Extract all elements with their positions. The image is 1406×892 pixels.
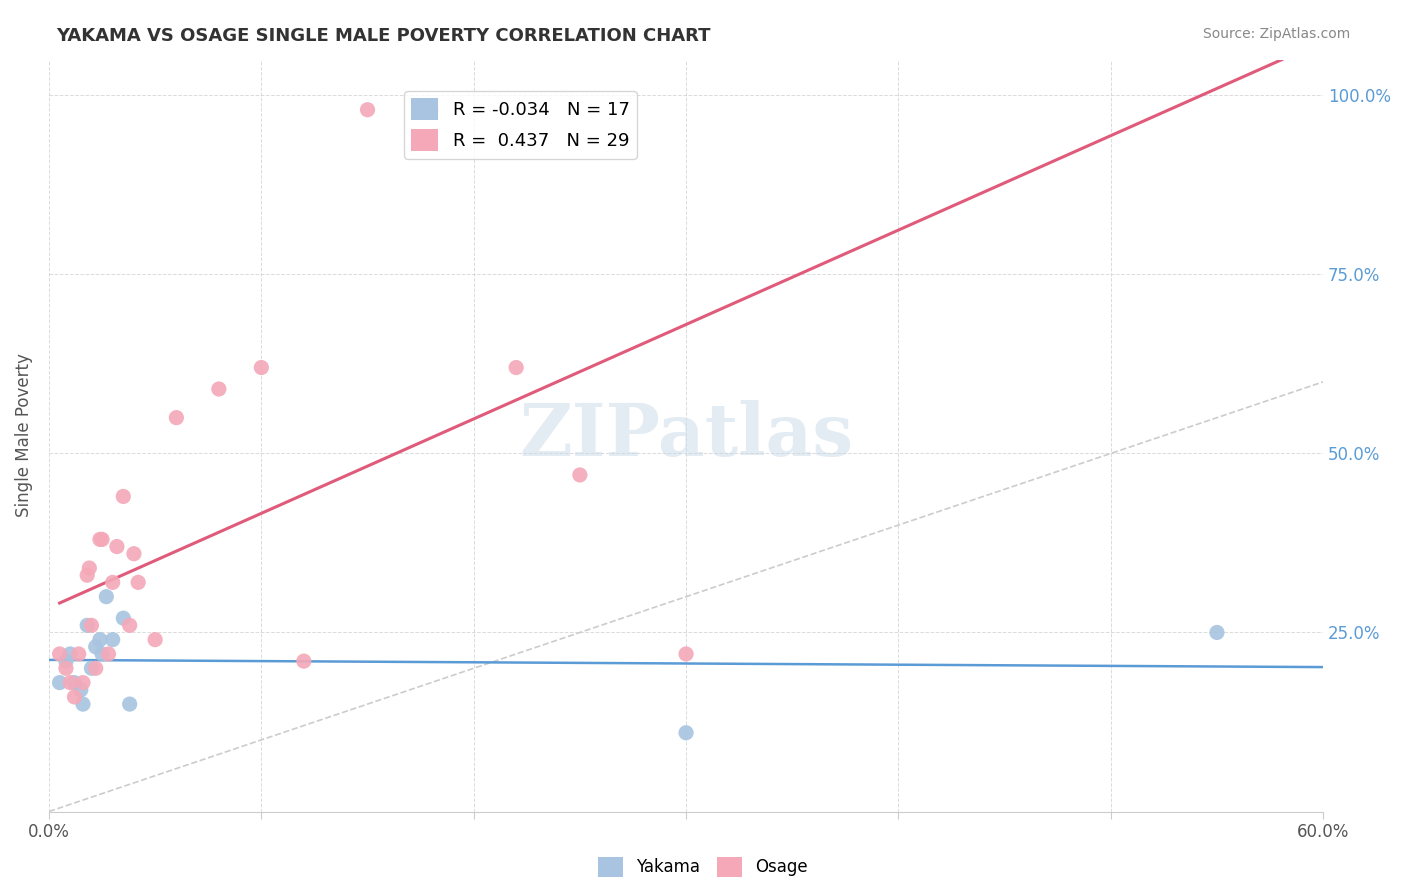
Point [59, 675, 82, 690]
Point [91, 647, 114, 661]
Point [72, 697, 94, 711]
Point [101, 632, 124, 647]
Point [250, 360, 273, 375]
Point [63, 690, 86, 704]
Point [143, 632, 166, 647]
Point [55, 661, 77, 675]
Point [55, 654, 77, 668]
Text: YAKAMA VS OSAGE SINGLE MALE POVERTY CORRELATION CHART: YAKAMA VS OSAGE SINGLE MALE POVERTY CORR… [56, 27, 711, 45]
Point [208, 382, 231, 396]
Point [112, 490, 135, 504]
Text: Source: ZipAtlas.com: Source: ZipAtlas.com [1202, 27, 1350, 41]
Point [79, 561, 101, 575]
Point [84, 661, 107, 675]
Point [165, 410, 187, 425]
Point [118, 697, 141, 711]
Point [97, 647, 120, 661]
Point [59, 647, 82, 661]
Point [101, 575, 124, 590]
Y-axis label: Single Male Poverty: Single Male Poverty [15, 353, 32, 517]
Text: ZIPatlas: ZIPatlas [519, 400, 853, 471]
Point [420, 103, 443, 117]
Point [105, 540, 128, 554]
Point [96, 590, 118, 604]
Point [84, 640, 107, 654]
Legend: R = -0.034   N = 17, R =  0.437   N = 29: R = -0.034 N = 17, R = 0.437 N = 29 [404, 91, 637, 159]
Point [69, 682, 91, 697]
Point [76, 568, 98, 582]
Point [67, 647, 90, 661]
Point [91, 533, 114, 547]
Point [72, 675, 94, 690]
Point [80, 661, 103, 675]
Point [505, 360, 527, 375]
Point [48, 675, 70, 690]
Point [568, 467, 591, 482]
Point [122, 547, 145, 561]
Point [675, 725, 697, 739]
Point [675, 647, 697, 661]
Point [48, 647, 70, 661]
Legend: Yakama, Osage: Yakama, Osage [592, 850, 814, 884]
Point [356, 103, 378, 117]
Point [118, 618, 141, 632]
Point [89, 533, 111, 547]
Point [89, 632, 111, 647]
Point [112, 611, 135, 625]
Point [1206, 625, 1229, 640]
Point [292, 654, 315, 668]
Point [76, 618, 98, 632]
Point [80, 618, 103, 632]
Point [127, 575, 149, 590]
Point [63, 675, 86, 690]
